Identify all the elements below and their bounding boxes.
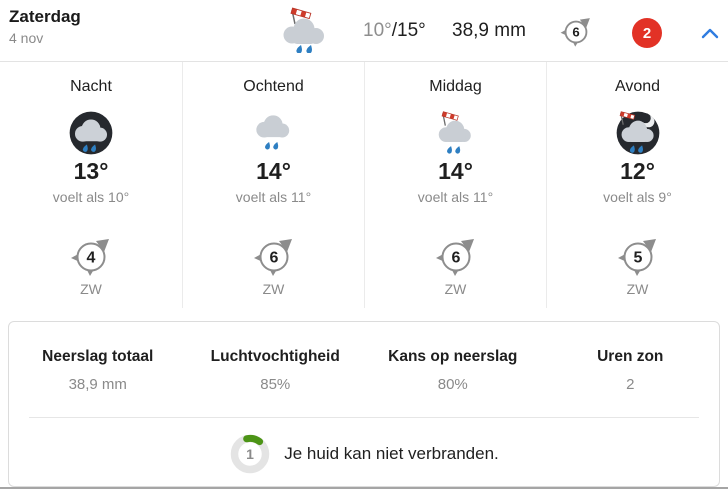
rain-cloud-icon — [183, 110, 364, 158]
daypart-temperature: 13° — [73, 158, 109, 184]
wind-force-value: 6 — [451, 250, 460, 267]
feels-like-label: voelt als 11° — [235, 189, 312, 205]
daypart-column-avond: Avond — [546, 62, 728, 308]
wind-compass-icon: 5 — [547, 235, 728, 279]
daypart-temperature: 12° — [620, 158, 655, 184]
stat-label: Luchtvochtigheid — [210, 348, 340, 365]
stat-label: Kans op neerslag — [388, 348, 518, 365]
temp-separator: / — [391, 20, 398, 41]
uv-description: Je huid kan niet verbranden. — [284, 444, 499, 463]
feels-like-label: voelt als 10° — [52, 189, 130, 205]
wind-force-value: 5 — [633, 250, 642, 267]
windy-rain-cloud-icon — [280, 7, 334, 58]
section-divider — [0, 487, 728, 489]
daypart-label: Nacht — [70, 78, 112, 95]
day-details-panel: Neerslag totaal 38,9 mm Luchtvochtigheid… — [8, 321, 720, 487]
daypart-temperature: 14° — [438, 158, 473, 184]
daypart-label: Avond — [614, 78, 661, 95]
stat-kans-op-neerslag: Kans op neerslag 80% — [364, 348, 542, 393]
uv-gauge-icon: 1 — [229, 433, 271, 475]
wind-force-value: 6 — [269, 250, 278, 267]
max-temperature: 15° — [397, 20, 426, 41]
day-name: Zaterdag — [9, 7, 81, 26]
stat-luchtvochtigheid: Luchtvochtigheid 85% — [187, 348, 365, 393]
min-temperature: 10° — [363, 20, 392, 41]
day-block: Zaterdag 4 nov — [9, 7, 81, 46]
wind-compass-icon: 6 — [365, 235, 546, 279]
windy-night-rain-icon — [547, 110, 728, 158]
uv-index-badge: 2 — [632, 18, 662, 48]
wind-compass-icon: 6 — [559, 15, 593, 54]
stat-uren-zon: Uren zon 2 — [542, 348, 720, 393]
stat-value: 38,9 mm — [68, 376, 127, 393]
wind-direction-label: ZW — [444, 281, 467, 297]
day-date: 4 nov — [9, 30, 44, 46]
stats-row: Neerslag totaal 38,9 mm Luchtvochtigheid… — [9, 348, 719, 393]
wind-compass-icon: 4 — [0, 235, 182, 279]
windy-rain-cloud-icon — [365, 110, 546, 158]
dayparts-forecast: Nacht 13° voelt als 10° — [0, 62, 728, 308]
uv-gauge-value: 1 — [246, 446, 254, 462]
daypart-column-ochtend: Ochtend 14° voelt als 11° — [182, 62, 364, 308]
stat-label: Uren zon — [597, 348, 664, 365]
night-rain-icon — [0, 110, 182, 158]
day-summary-header[interactable]: Zaterdag 4 nov 10°/15° 38,9 mm — [0, 0, 728, 62]
chevron-up-icon[interactable] — [701, 26, 719, 44]
stat-neerslag-totaal: Neerslag totaal 38,9 mm — [9, 348, 187, 393]
uv-index-badge-value: 2 — [642, 24, 652, 42]
wind-direction-label: ZW — [626, 281, 649, 297]
wind-direction-label: ZW — [80, 281, 102, 297]
feels-like-label: voelt als 9° — [603, 189, 672, 205]
daypart-label: Ochtend — [243, 78, 304, 95]
min-max-temperature: 10°/15° — [363, 20, 426, 42]
wind-direction-label: ZW — [262, 281, 285, 297]
daypart-label: Middag — [429, 78, 482, 95]
header-wind-force: 6 — [572, 24, 579, 39]
stat-value: 2 — [626, 376, 635, 393]
precipitation-total: 38,9 mm — [452, 20, 526, 41]
stat-value: 80% — [437, 376, 468, 393]
stat-value: 85% — [260, 376, 291, 393]
wind-compass-icon: 6 — [183, 235, 364, 279]
stat-label: Neerslag totaal — [42, 348, 154, 365]
panel-divider — [29, 417, 699, 418]
daypart-column-middag: Middag 14° voelt — [364, 62, 546, 308]
feels-like-label: voelt als 11° — [417, 189, 494, 205]
daypart-temperature: 14° — [256, 158, 291, 184]
wind-force-value: 4 — [87, 250, 96, 267]
daypart-column-nacht: Nacht 13° voelt als 10° — [0, 62, 182, 308]
uv-row: 1 Je huid kan niet verbranden. — [9, 433, 719, 475]
